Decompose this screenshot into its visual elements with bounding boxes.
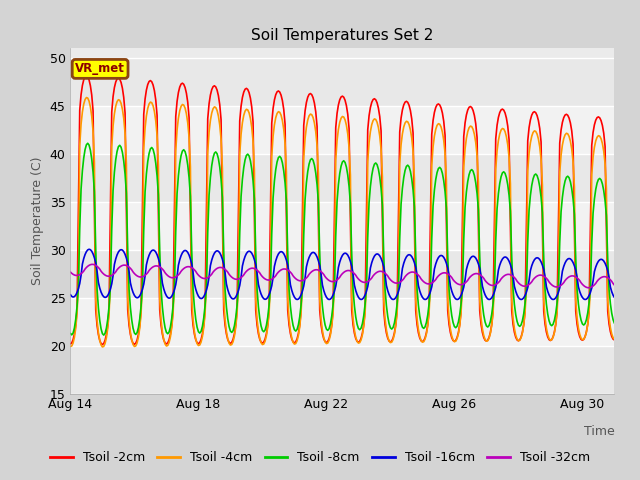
Tsoil -8cm [604, 257, 612, 263]
Tsoil -8cm [84, 140, 92, 146]
Text: Time: Time [584, 425, 614, 438]
Tsoil -16cm [528, 263, 536, 269]
Tsoil -32cm [255, 268, 262, 274]
Tsoil -16cm [613, 297, 621, 302]
Tsoil -4cm [83, 95, 90, 100]
Bar [70, 298, 614, 346]
Y-axis label: Soil Temperature (C): Soil Temperature (C) [31, 156, 44, 285]
Tsoil -16cm [86, 247, 94, 252]
Tsoil -32cm [344, 268, 351, 274]
Tsoil -32cm [317, 269, 325, 275]
Bar [70, 202, 614, 250]
Tsoil -2cm [319, 331, 326, 336]
Tsoil -4cm [604, 297, 612, 303]
Tsoil -32cm [617, 286, 625, 291]
Tsoil -2cm [86, 83, 94, 89]
Tsoil -2cm [83, 73, 90, 79]
Tsoil -2cm [529, 109, 537, 115]
Tsoil -2cm [99, 342, 106, 348]
Legend: Tsoil -2cm, Tsoil -4cm, Tsoil -8cm, Tsoil -16cm, Tsoil -32cm: Tsoil -2cm, Tsoil -4cm, Tsoil -8cm, Tsoi… [45, 446, 595, 469]
Tsoil -2cm [67, 341, 74, 347]
Tsoil -32cm [603, 274, 611, 280]
Tsoil -32cm [67, 269, 74, 275]
Tsoil -8cm [100, 332, 108, 338]
Tsoil -4cm [256, 336, 264, 341]
Bar [70, 58, 614, 106]
Tsoil -16cm [67, 292, 74, 298]
Tsoil -2cm [256, 336, 264, 342]
Tsoil -32cm [88, 262, 95, 267]
Tsoil -32cm [528, 279, 536, 285]
Tsoil -8cm [529, 176, 537, 182]
Tsoil -16cm [85, 246, 93, 252]
Tsoil -32cm [85, 263, 93, 268]
Tsoil -2cm [345, 126, 353, 132]
Bar [70, 154, 614, 202]
Tsoil -16cm [344, 252, 351, 258]
Bar [70, 346, 614, 394]
Tsoil -4cm [67, 344, 74, 349]
Tsoil -8cm [319, 303, 326, 309]
Tsoil -4cm [345, 144, 353, 150]
Tsoil -4cm [99, 344, 106, 350]
Tsoil -4cm [625, 137, 633, 143]
Text: VR_met: VR_met [76, 62, 125, 75]
Tsoil -16cm [255, 281, 262, 287]
Line: Tsoil -4cm: Tsoil -4cm [70, 97, 629, 347]
Tsoil -8cm [86, 147, 94, 153]
Tsoil -16cm [603, 264, 611, 269]
Tsoil -4cm [86, 104, 94, 110]
Bar [70, 250, 614, 298]
Tsoil -8cm [345, 183, 353, 189]
Bar [70, 106, 614, 154]
Tsoil -8cm [256, 315, 264, 321]
Tsoil -8cm [625, 182, 633, 188]
Tsoil -8cm [67, 330, 74, 336]
Line: Tsoil -32cm: Tsoil -32cm [70, 264, 629, 288]
Tsoil -4cm [529, 130, 537, 135]
Tsoil -4cm [319, 327, 326, 333]
Title: Soil Temperatures Set 2: Soil Temperatures Set 2 [252, 28, 433, 43]
Tsoil -32cm [625, 279, 633, 285]
Tsoil -2cm [625, 117, 633, 123]
Line: Tsoil -2cm: Tsoil -2cm [70, 76, 629, 345]
Tsoil -2cm [604, 308, 612, 314]
Line: Tsoil -8cm: Tsoil -8cm [70, 143, 629, 335]
Line: Tsoil -16cm: Tsoil -16cm [70, 249, 629, 300]
Tsoil -16cm [317, 271, 325, 277]
Tsoil -16cm [625, 262, 633, 267]
